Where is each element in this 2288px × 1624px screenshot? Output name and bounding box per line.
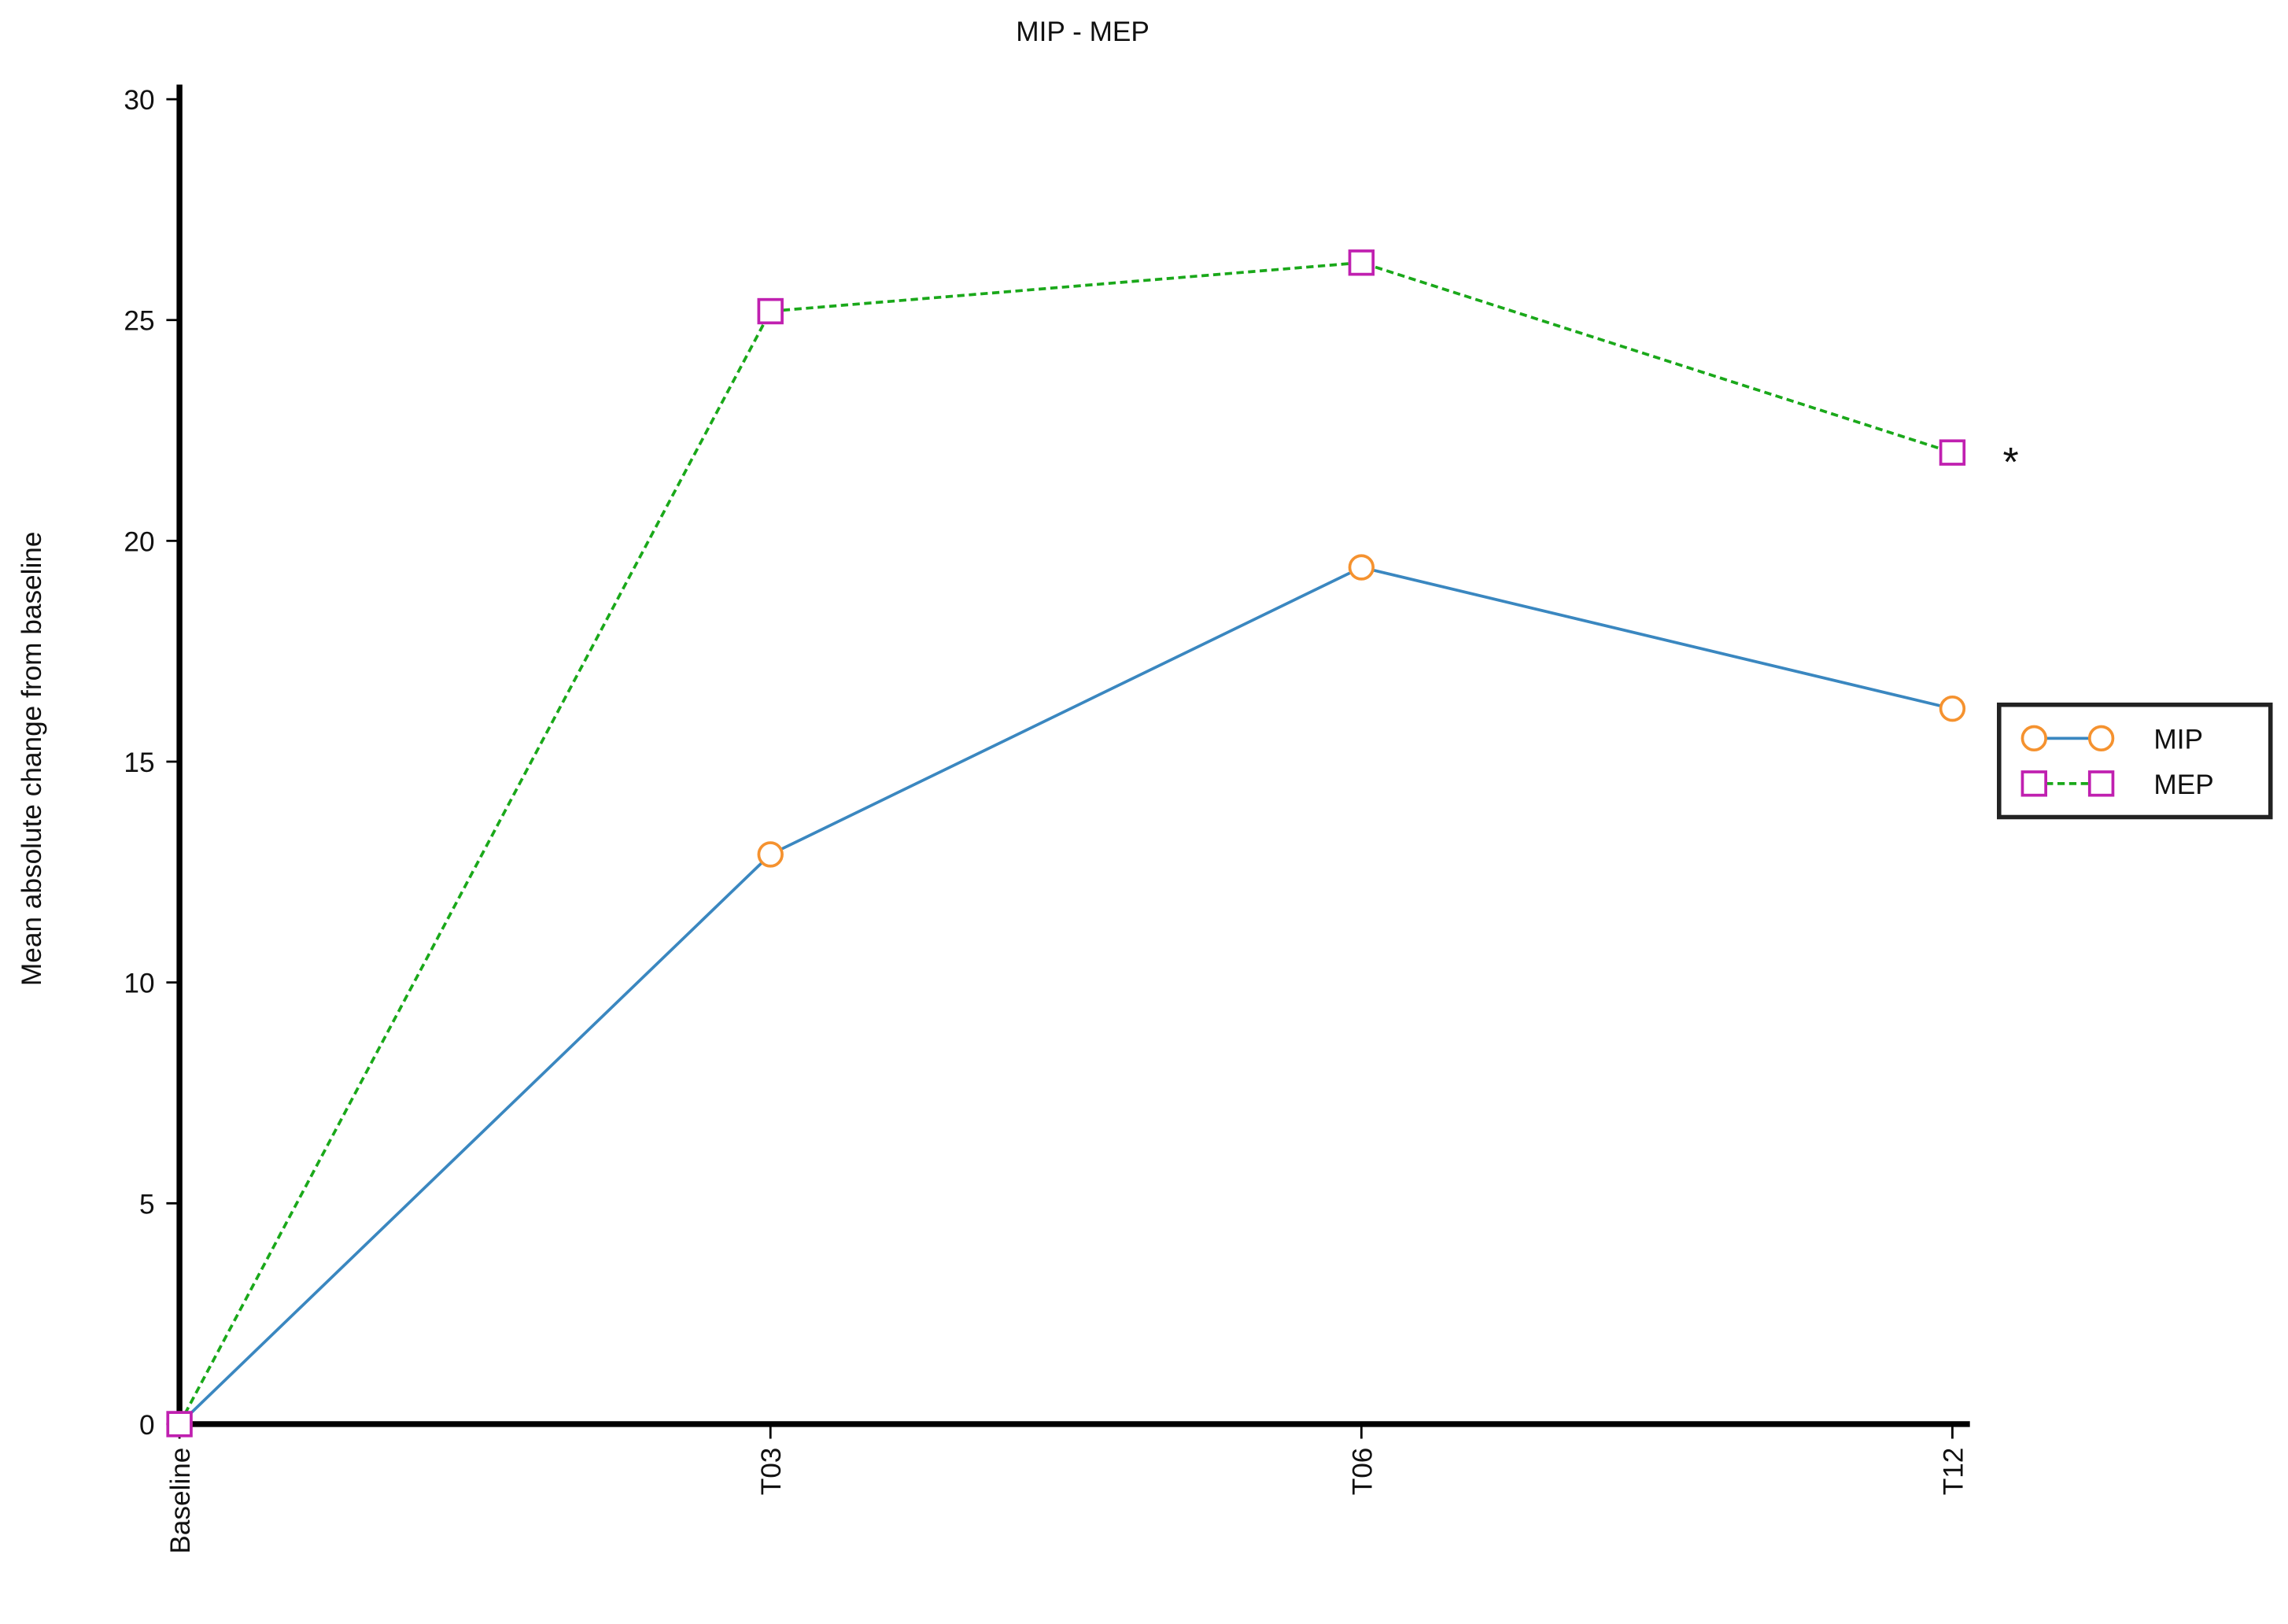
y-axis-label: Mean absolute change from baseline bbox=[17, 532, 47, 987]
data-point bbox=[757, 841, 784, 868]
legend-marker bbox=[2087, 725, 2115, 752]
legend bbox=[1997, 702, 2273, 820]
y-tick-label: 15 bbox=[124, 747, 154, 778]
y-tick-label: 10 bbox=[124, 969, 154, 999]
data-point bbox=[1348, 249, 1375, 276]
x-tick-label: Baseline bbox=[165, 1448, 196, 1554]
x-tick-label: T12 bbox=[1938, 1448, 1969, 1496]
legend-marker bbox=[2087, 770, 2115, 797]
chart-title: MIP - MEP bbox=[1016, 17, 1150, 47]
legend-label: MEP bbox=[2153, 770, 2213, 800]
legend-label: MIP bbox=[2153, 724, 2203, 755]
y-tick-label: 20 bbox=[124, 526, 154, 557]
data-point bbox=[757, 297, 784, 325]
x-tick-label: T03 bbox=[756, 1448, 787, 1496]
legend-marker bbox=[2020, 725, 2047, 752]
y-tick-label: 5 bbox=[139, 1189, 155, 1220]
data-point bbox=[1939, 439, 1966, 466]
y-tick-label: 25 bbox=[124, 306, 154, 337]
data-point bbox=[1348, 554, 1375, 581]
annotation: * bbox=[2003, 440, 2019, 485]
legend-marker bbox=[2020, 770, 2047, 797]
series-line bbox=[178, 260, 1954, 1425]
data-point bbox=[166, 1411, 193, 1438]
y-tick-label: 30 bbox=[124, 85, 154, 116]
series-line bbox=[178, 566, 1953, 1426]
x-tick-label: T06 bbox=[1347, 1448, 1378, 1496]
data-point bbox=[1939, 695, 1966, 722]
y-tick-label: 0 bbox=[139, 1410, 155, 1441]
